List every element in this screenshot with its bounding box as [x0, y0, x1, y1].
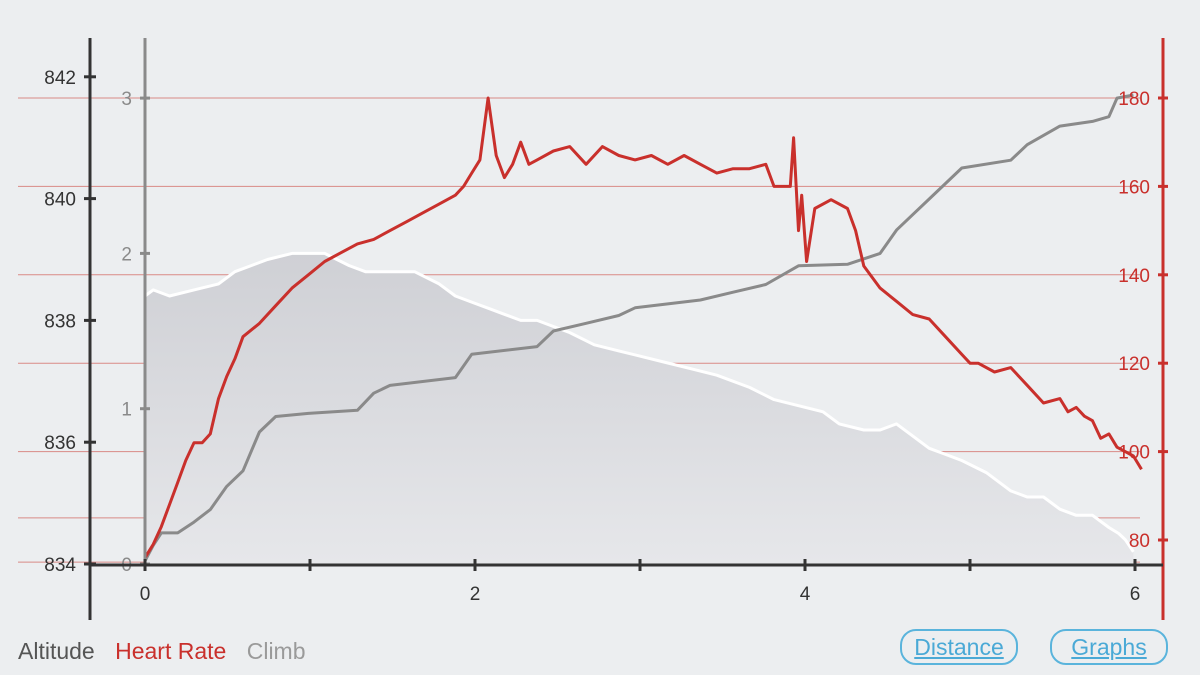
heart-rate-tick-label: 80 — [1129, 531, 1150, 552]
heart-rate-tick-label: 140 — [1118, 266, 1150, 287]
altitude-line — [144, 251, 1135, 553]
climb-tick-label: 1 — [121, 400, 132, 421]
distance-button[interactable]: Distance — [900, 629, 1018, 665]
altitude-tick-label: 842 — [44, 68, 76, 89]
climb-tick-label: 3 — [121, 89, 132, 110]
x-tick-label: 2 — [470, 584, 481, 605]
heart-rate-tick-label: 120 — [1118, 354, 1150, 375]
legend: Altitude Heart Rate Climb — [18, 638, 320, 665]
heart-rate-tick-label: 100 — [1118, 443, 1150, 464]
altitude-tick-label: 840 — [44, 190, 76, 211]
x-tick-label: 0 — [140, 584, 151, 605]
graphs-button[interactable]: Graphs — [1050, 629, 1168, 665]
heart-rate-tick-label: 160 — [1118, 177, 1150, 198]
x-tick-label: 4 — [800, 584, 811, 605]
altitude-area — [145, 253, 1134, 564]
heart-rate-tick-label: 180 — [1118, 89, 1150, 110]
climb-line — [143, 93, 1134, 562]
legend-climb: Climb — [246, 638, 306, 664]
legend-altitude: Altitude — [18, 638, 95, 664]
altitude-tick-label: 838 — [44, 311, 76, 332]
heart-rate-line — [143, 96, 1143, 559]
x-tick-label: 6 — [1130, 584, 1141, 605]
altitude-tick-label: 834 — [44, 555, 76, 576]
climb-tick-label: 2 — [121, 244, 132, 265]
legend-heart-rate: Heart Rate — [115, 638, 227, 664]
altitude-tick-label: 836 — [44, 433, 76, 454]
